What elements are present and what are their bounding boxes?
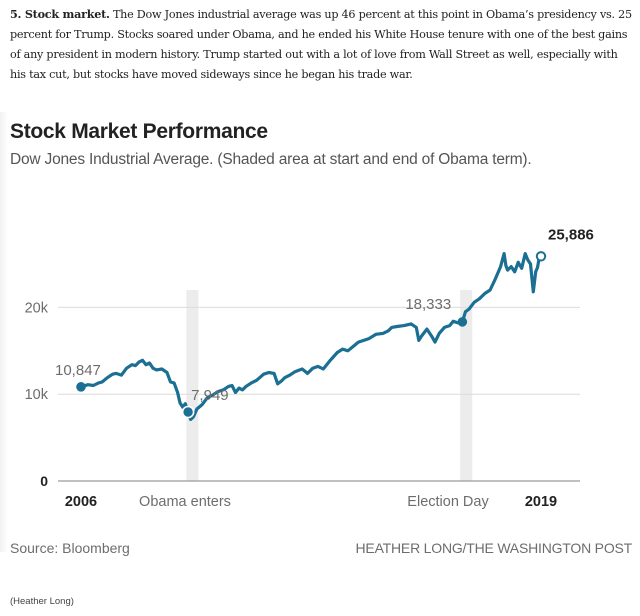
x-tick-label: 2006 [65,494,97,510]
annotation-marker [457,317,468,327]
y-tick-label: 0 [40,473,48,489]
source-note: Source: Bloomberg [10,540,130,556]
shaded-band-obama-enters [186,290,199,481]
chart-title: Stock Market Performance [10,120,268,143]
panel-edge [0,112,8,552]
annotation-label: 18,333 [405,296,451,313]
x-tick-label: Election Day [407,494,489,510]
y-axis: 0 10k 20k [25,300,49,489]
article-body: The Dow Jones industrial average was up … [10,8,632,81]
x-tick-label: 2019 [525,494,557,510]
annotation-label: 10,847 [55,362,101,379]
series-line [79,252,543,421]
shaded-periods [186,290,473,481]
annotations: 10,847 7,949 18,333 25,886 [55,226,594,419]
annotation-marker [535,251,547,262]
y-tick-label: 10k [25,387,49,403]
gridlines [58,306,580,482]
photo-credit: (Heather Long) [10,596,74,607]
article-paragraph: 5. Stock market. The Dow Jones industria… [10,4,632,85]
annotation-label: 25,886 [548,226,594,243]
series-layer [79,252,543,421]
x-tick-label: Obama enters [139,494,231,510]
article-lead: 5. Stock market. [10,7,110,21]
annotation-marker [181,405,195,419]
shaded-band-election-day [460,290,473,481]
x-axis: 2006 Obama enters Election Day 2019 [65,494,557,510]
annotation-label: 7,949 [191,387,229,404]
chart-subtitle: Dow Jones Industrial Average. (Shaded ar… [10,151,532,168]
y-tick-label: 20k [25,300,49,316]
annotation-marker [76,382,86,392]
credit-note: HEATHER LONG/THE WASHINGTON POST [355,540,633,556]
